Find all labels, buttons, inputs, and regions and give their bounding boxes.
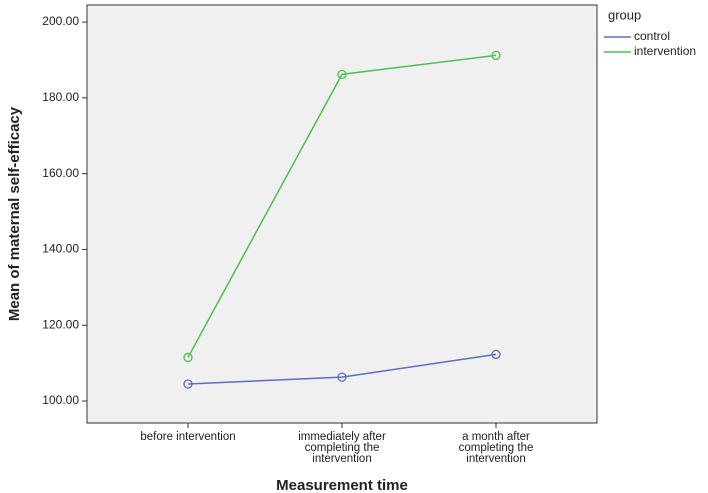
data-point bbox=[337, 69, 347, 80]
data-point bbox=[491, 349, 501, 360]
series-line bbox=[187, 353, 497, 385]
y-tick-label: 180.00 bbox=[42, 90, 79, 104]
data-point bbox=[183, 352, 193, 363]
y-tick-label: 200.00 bbox=[42, 14, 79, 28]
series-line bbox=[187, 54, 497, 358]
legend-label: intervention bbox=[634, 44, 696, 58]
y-tick-label: 100.00 bbox=[42, 393, 79, 407]
plot-area bbox=[86, 4, 598, 424]
x-tick-label: before intervention bbox=[140, 431, 236, 443]
y-axis-label: Mean of maternal self-efficacy bbox=[6, 106, 23, 321]
y-tick-label: 140.00 bbox=[42, 242, 79, 256]
x-tick-label: a month after completing the interventio… bbox=[458, 431, 534, 465]
data-point bbox=[337, 372, 347, 382]
x-tick-label: immediately after completing the interve… bbox=[298, 431, 386, 465]
legend-label: control bbox=[634, 29, 670, 43]
x-axis-label: Measurement time bbox=[276, 477, 408, 493]
data-point bbox=[183, 379, 193, 389]
y-tick-label: 160.00 bbox=[42, 166, 79, 180]
legend-title: group bbox=[608, 7, 641, 22]
y-tick-label: 120.00 bbox=[42, 317, 79, 331]
data-point bbox=[491, 50, 501, 61]
